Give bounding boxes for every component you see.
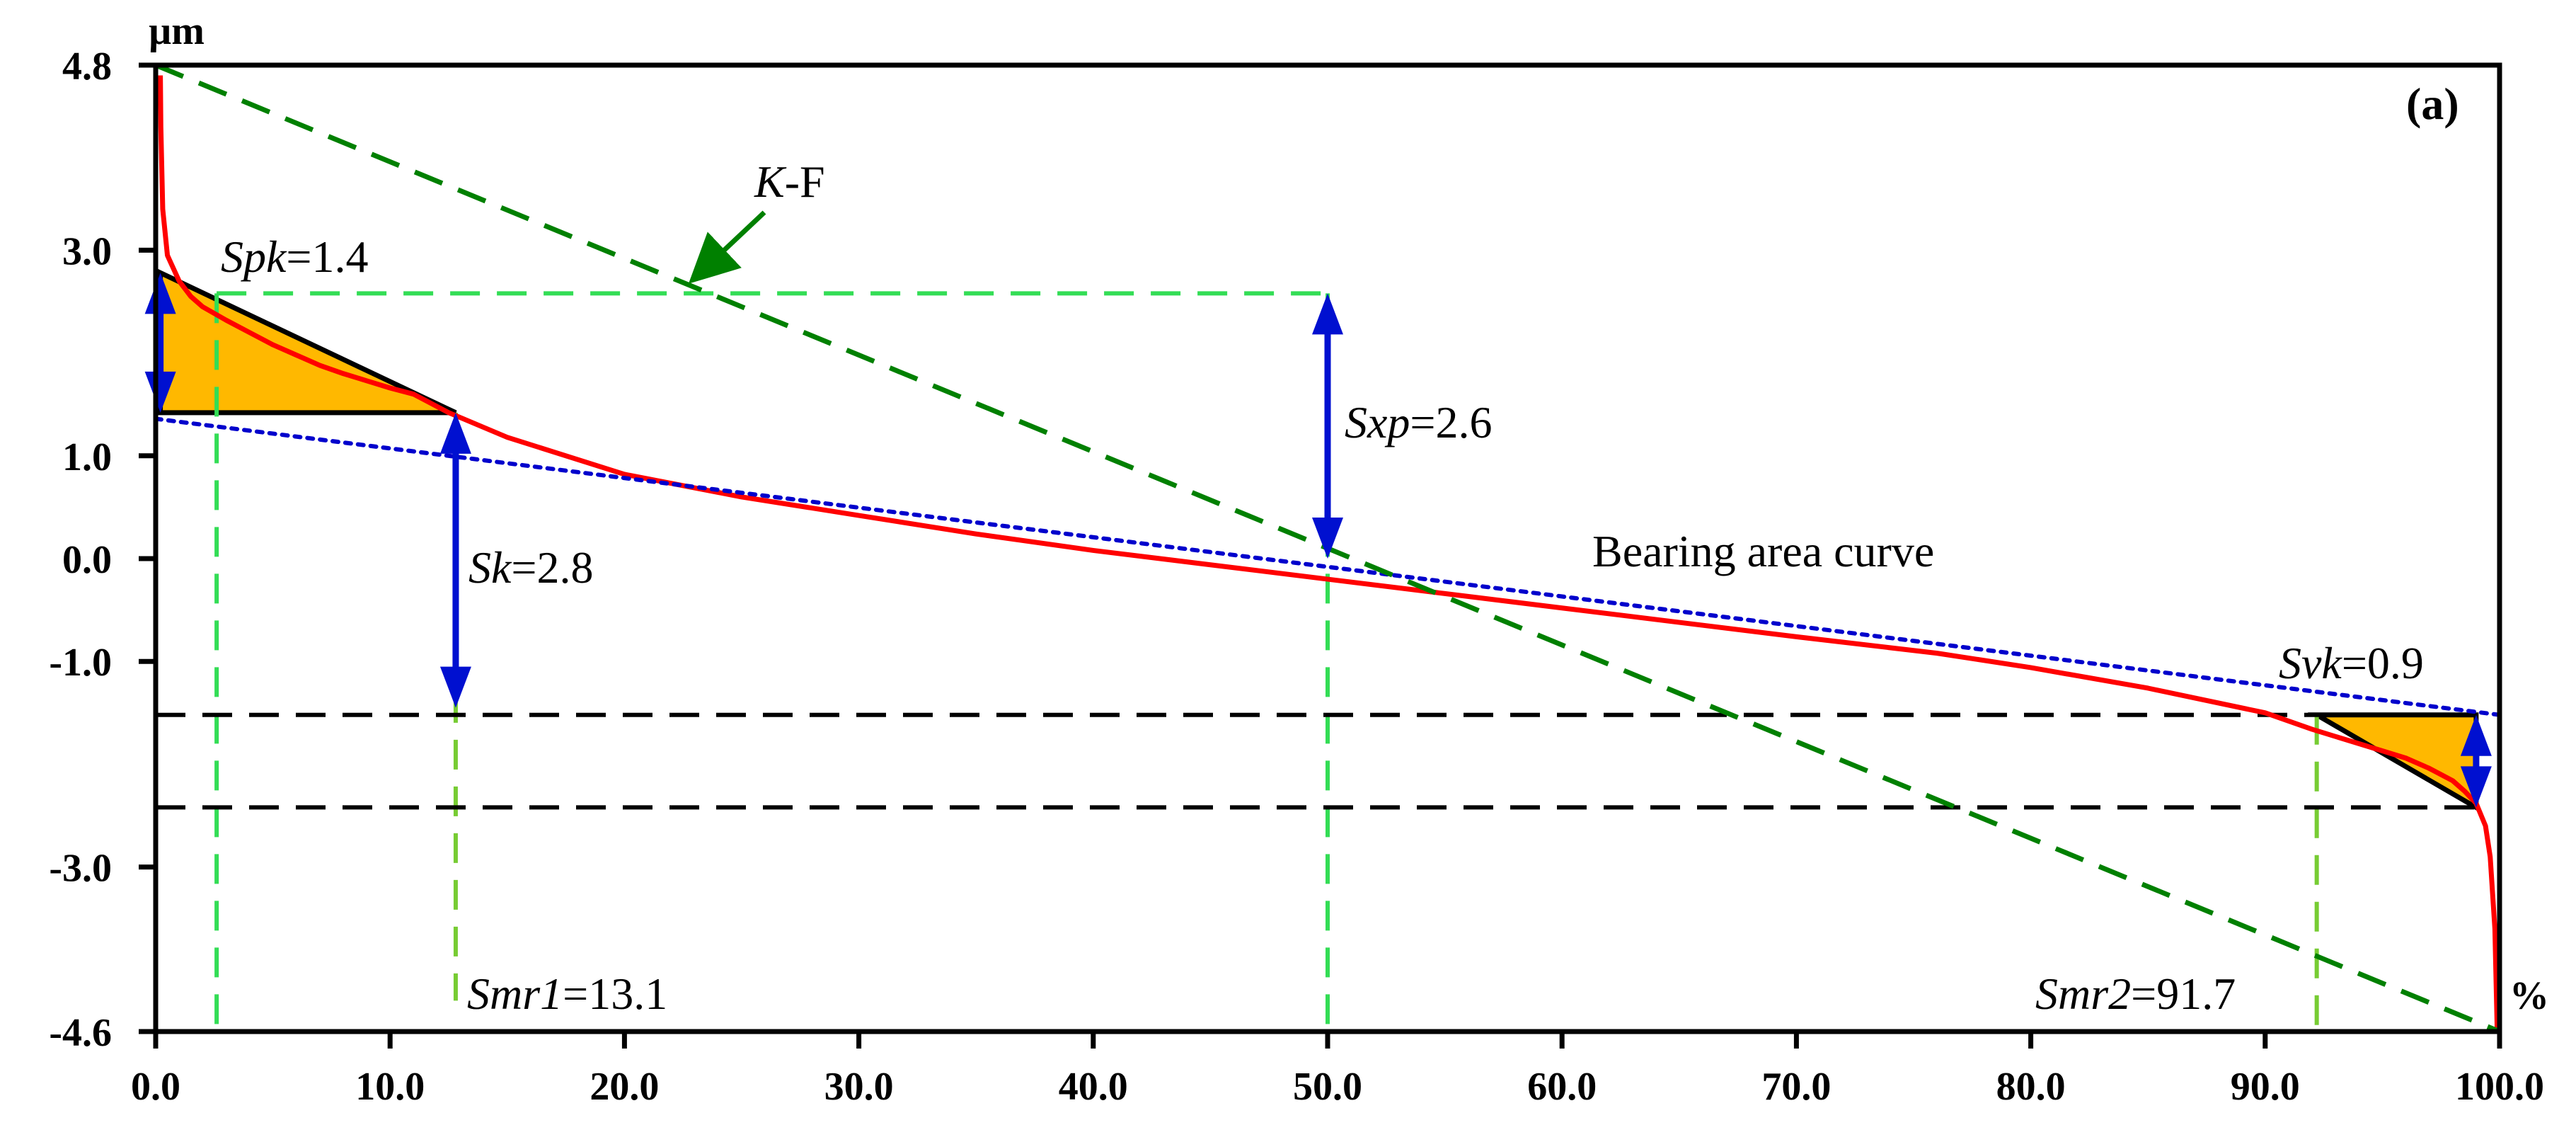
y-tick-label-3.0: 3.0 — [62, 229, 112, 273]
panel-label: (a) — [2406, 79, 2459, 129]
x-tick-label-30.0: 30.0 — [824, 1065, 894, 1109]
svk-arrow-head-top — [2460, 714, 2492, 756]
x-tick-label-100.0: 100.0 — [2455, 1065, 2544, 1109]
guide-layer — [156, 291, 2476, 1032]
x-unit-label: % — [2509, 974, 2549, 1018]
y-tick-label-1.0: 1.0 — [62, 435, 112, 479]
x-tick-label-90.0: 90.0 — [2231, 1065, 2300, 1109]
x-tick-label-60.0: 60.0 — [1527, 1065, 1597, 1109]
arrow-layer — [144, 273, 2492, 808]
kf-pointer-arrow — [688, 210, 766, 284]
tick-layer: 0.0 10.0 20.0 30.0 40.0 50.0 60.0 70.0 80.0 90.0 1… — [49, 45, 2544, 1109]
y-tick-label-4.8: 4.8 — [62, 45, 112, 88]
series-equivalent-straight-line — [154, 416, 2502, 717]
spk-arrow — [144, 273, 176, 413]
spk-arrow-head-top — [144, 273, 176, 314]
sxp-arrow-head-top — [1312, 293, 1343, 335]
x-tick-label-50.0: 50.0 — [1293, 1065, 1362, 1109]
svk-annotation: Svk=0.9 — [2279, 638, 2424, 688]
sxp-arrow-head-bottom — [1312, 518, 1343, 559]
x-tick-label-40.0: 40.0 — [1059, 1065, 1128, 1109]
fill-region-1 — [2307, 712, 2479, 812]
x-tick-label-0.0: 0.0 — [131, 1065, 180, 1109]
x-tick-label-20.0: 20.0 — [590, 1065, 659, 1109]
x-tick-label-80.0: 80.0 — [1996, 1065, 2066, 1109]
smr1-annotation: Smr1=13.1 — [467, 969, 667, 1019]
sk-annotation: Sk=2.8 — [468, 542, 594, 593]
series-bearing-area-curve — [158, 75, 2500, 1032]
x-tick-label-10.0: 10.0 — [355, 1065, 425, 1109]
smr2-annotation: Smr2=91.7 — [2035, 969, 2236, 1019]
sxp-arrow — [1312, 293, 1343, 559]
y-tick-label--4.6: -4.6 — [49, 1011, 112, 1055]
spk-arrow-head-bottom — [144, 371, 176, 413]
y-unit-label: µm — [149, 9, 205, 53]
y-tick-label--3.0: -3.0 — [49, 847, 112, 891]
svk-arrow-head-bottom — [2460, 766, 2492, 808]
kf-annotation: K-F — [754, 156, 825, 207]
sk-arrow-head-top — [439, 412, 471, 454]
fill-layer — [158, 268, 2479, 812]
bearing-curve-label: Bearing area curve — [1592, 526, 1934, 576]
sxp-annotation: Sxp=2.6 — [1345, 397, 1493, 447]
y-tick-label-0.0: 0.0 — [62, 538, 112, 582]
spk-annotation: Spk=1.4 — [221, 232, 369, 282]
sk-arrow — [439, 412, 471, 708]
sk-arrow-head-bottom — [439, 666, 471, 708]
x-tick-label-70.0: 70.0 — [1761, 1065, 1831, 1109]
y-tick-label--1.0: -1.0 — [49, 641, 112, 685]
svk-arrow — [2460, 714, 2492, 808]
